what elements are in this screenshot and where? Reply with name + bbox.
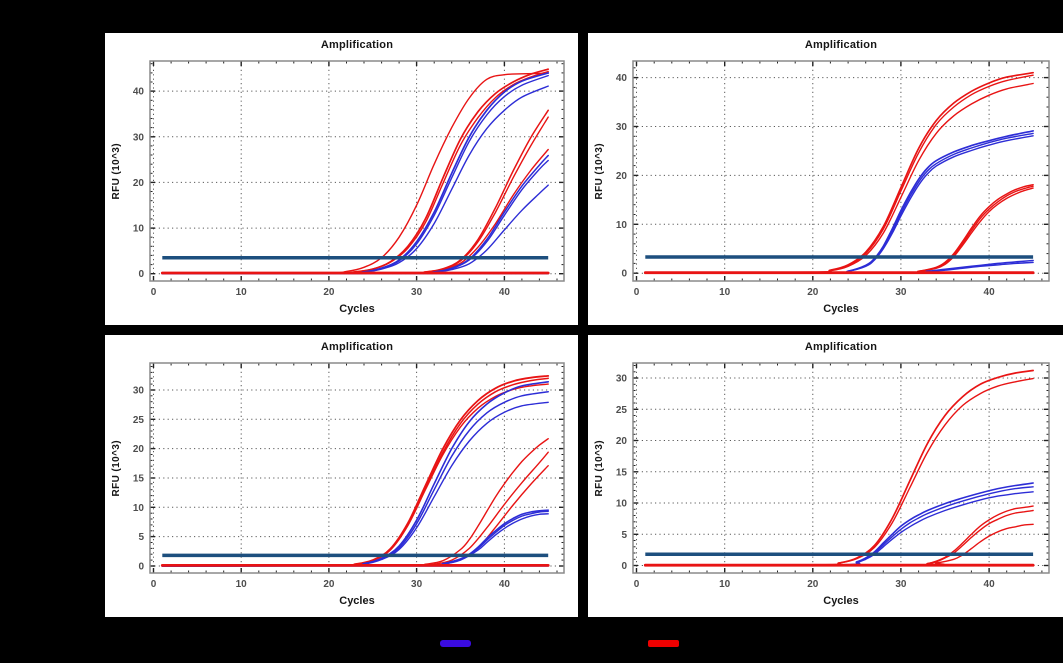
svg-text:10: 10: [236, 579, 248, 590]
plot-canvas-top-right: 0 10 20 30 40 0 10 20 30 40: [616, 60, 1050, 298]
svg-text:0: 0: [634, 287, 640, 298]
svg-text:20: 20: [133, 444, 145, 455]
plot-canvas-bottom-right: 0 10 20 30 40 0 5 10 15 20 25 30: [616, 362, 1050, 590]
plot-title: Amplification: [804, 341, 878, 353]
plot-canvas-bottom-left: 0 10 20 30 40 0 5 10 15 20 25 30: [133, 362, 565, 590]
svg-text:20: 20: [807, 287, 819, 298]
svg-text:40: 40: [499, 287, 511, 298]
x-axis-label: Cycles: [823, 303, 859, 315]
svg-text:0: 0: [138, 562, 144, 573]
svg-text:5: 5: [138, 532, 144, 543]
svg-text:40: 40: [984, 287, 996, 298]
svg-text:0: 0: [151, 287, 157, 298]
legend-red-series-marker: [648, 640, 679, 647]
svg-text:15: 15: [616, 467, 628, 478]
svg-text:20: 20: [323, 579, 335, 590]
plot-title: Amplification: [320, 39, 394, 51]
svg-text:10: 10: [616, 220, 628, 231]
svg-text:40: 40: [616, 73, 628, 84]
svg-text:30: 30: [411, 579, 423, 590]
x-axis-label: Cycles: [339, 303, 375, 315]
svg-text:20: 20: [616, 436, 628, 447]
svg-text:40: 40: [984, 579, 996, 590]
svg-text:10: 10: [719, 579, 731, 590]
svg-text:10: 10: [719, 287, 731, 298]
plot-title: Amplification: [320, 341, 394, 353]
svg-text:15: 15: [133, 474, 145, 485]
svg-text:0: 0: [621, 561, 627, 572]
svg-text:30: 30: [616, 374, 628, 385]
svg-text:10: 10: [616, 499, 628, 510]
svg-text:0: 0: [151, 579, 157, 590]
svg-text:10: 10: [133, 503, 145, 514]
svg-text:0: 0: [634, 579, 640, 590]
svg-text:20: 20: [807, 579, 819, 590]
svg-text:20: 20: [323, 287, 335, 298]
svg-text:0: 0: [138, 269, 144, 280]
svg-text:25: 25: [616, 405, 628, 416]
svg-text:40: 40: [499, 579, 511, 590]
svg-text:20: 20: [133, 178, 145, 189]
svg-text:30: 30: [411, 287, 423, 298]
svg-text:30: 30: [133, 132, 145, 143]
svg-text:25: 25: [133, 415, 145, 426]
plot-title: Amplification: [804, 39, 878, 51]
x-axis-label: Cycles: [339, 595, 375, 607]
svg-text:30: 30: [895, 579, 907, 590]
svg-text:10: 10: [236, 287, 248, 298]
svg-text:0: 0: [621, 269, 627, 280]
legend-blue-series-marker: [440, 640, 471, 647]
svg-text:40: 40: [133, 87, 145, 98]
svg-text:10: 10: [133, 224, 145, 235]
svg-text:5: 5: [621, 530, 627, 541]
amplification-plot-top-right: Amplification RFU (10^3) 0 10 20 30 40 0 10 20 3…: [588, 33, 1063, 325]
amplification-plot-bottom-right: Amplification RFU (10^3) 0 10 20 30 40 0 5 10 15…: [588, 335, 1063, 617]
amplification-plot-top-left: Amplification RFU (10^3) 0 10 20 30 40 0 10 20 3…: [105, 33, 578, 325]
plot-canvas-top-left: 0 10 20 30 40 0 10 20 30 40: [133, 60, 565, 298]
svg-text:30: 30: [895, 287, 907, 298]
svg-text:30: 30: [133, 386, 145, 397]
amplification-plot-bottom-left: Amplification RFU (10^3) 0 10 20 30 40 0 5 10 15…: [105, 335, 578, 617]
svg-text:20: 20: [616, 171, 628, 182]
svg-text:30: 30: [616, 122, 628, 133]
x-axis-label: Cycles: [823, 595, 859, 607]
